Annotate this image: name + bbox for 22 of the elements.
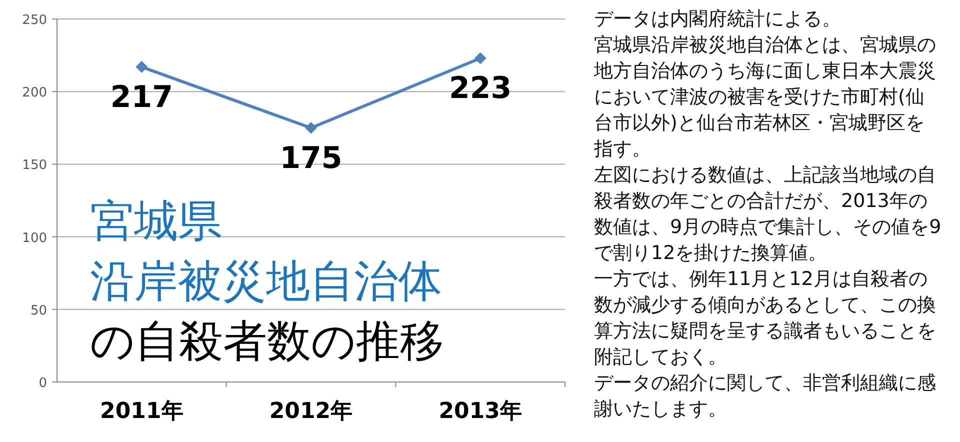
data-label: 223 xyxy=(449,71,512,106)
x-tick-label: 2011年 xyxy=(100,399,184,424)
text: 左図における数値は、上記該当地域の自殺者数の年ごとの合計だが、2013年の数値は、9月の時点で集計し、その値を9で割り12を掛けた換算値。 xyxy=(594,163,942,266)
text: データの紹介に関して、非営利組織に感謝いたします。 xyxy=(594,371,937,422)
y-tick-label: 50 xyxy=(30,303,47,318)
point xyxy=(305,122,317,134)
text: 宮城県沿岸被災地自治体とは、宮城県の地方自治体のうち海に面し東日本大震災において津波の被害を受けた市町村(仙台市以外)と仙台市若林区・宮城野区を指す。 xyxy=(594,33,937,162)
x-tick-label: 2013年 xyxy=(438,399,522,424)
x-tick-label: 2012年 xyxy=(269,399,353,424)
y-tick-label: 150 xyxy=(22,158,47,174)
point xyxy=(474,52,486,64)
y-tick-label: 0 xyxy=(38,376,47,391)
text: 一方では、例年11月と12月は自殺者の数が減少する傾向があるとして、この換算方法に疑問を呈する識者もいることを附記しておく。 xyxy=(594,267,937,370)
text: 沿岸被災地自治体の自殺者数の推移 xyxy=(90,255,445,369)
data-label: 217 xyxy=(110,80,173,115)
y-tick-label: 100 xyxy=(22,230,47,246)
point xyxy=(136,60,148,73)
text: 宮城県 xyxy=(90,195,222,249)
text: データは内閣府統計による。 xyxy=(594,7,842,32)
data-label: 175 xyxy=(280,140,342,176)
y-tick-label: 200 xyxy=(22,86,47,101)
y-tick-label: 250 xyxy=(22,13,47,28)
